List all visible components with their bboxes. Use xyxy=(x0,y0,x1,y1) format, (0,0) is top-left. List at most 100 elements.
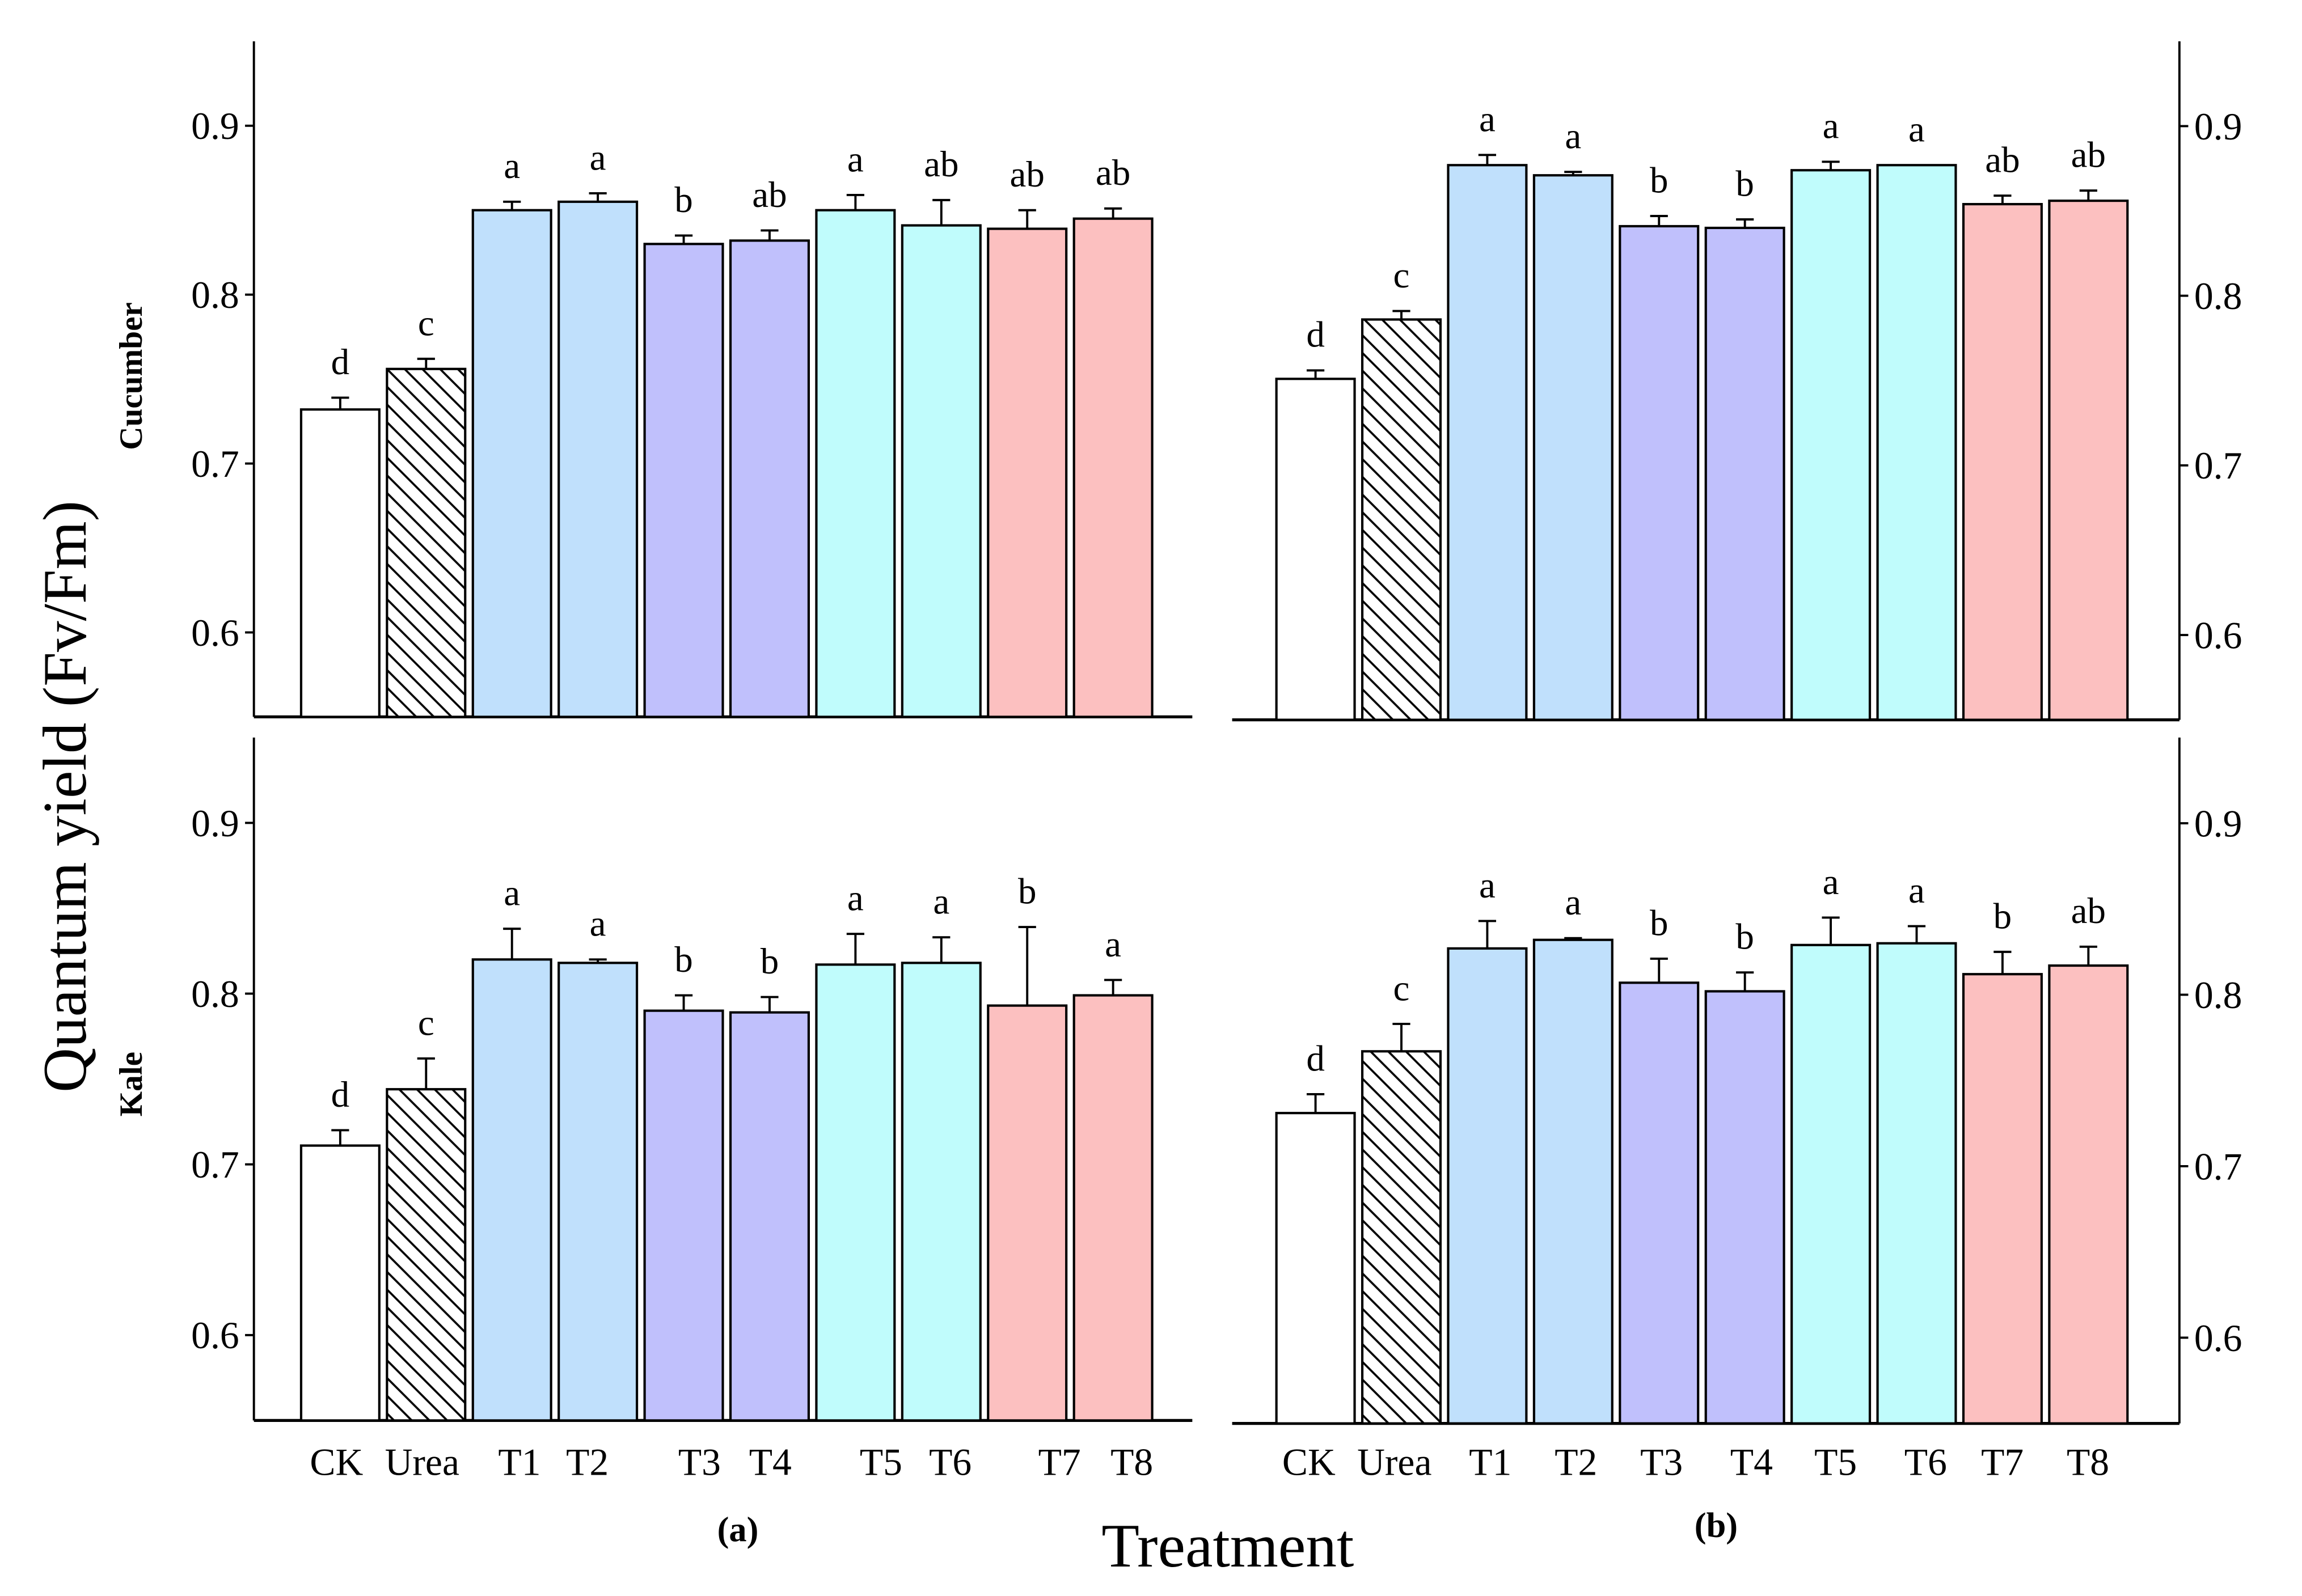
significance-letter: ab xyxy=(1010,154,1045,195)
bar-urea xyxy=(1361,1050,1442,1425)
x-tick-label: Urea xyxy=(385,1441,459,1484)
significance-letter: c xyxy=(418,303,434,344)
bar-t3 xyxy=(643,243,724,718)
bar-t2 xyxy=(1532,174,1613,721)
column-label-a: (a) xyxy=(717,1510,759,1550)
significance-letter: d xyxy=(1306,1038,1325,1079)
bar-t1 xyxy=(1447,947,1528,1425)
significance-letter: b xyxy=(1650,160,1669,201)
y-tick-label: 0.7 xyxy=(2194,444,2242,487)
x-tick-label: T7 xyxy=(1981,1441,2024,1484)
bar-t5 xyxy=(1790,943,1872,1425)
bar-t4 xyxy=(729,239,810,718)
y-tick-label: 0.7 xyxy=(191,1144,239,1186)
bar-t7 xyxy=(1962,973,2043,1425)
significance-letter: ab xyxy=(1985,139,2020,180)
x-tick-label: T6 xyxy=(1904,1441,1947,1484)
bar-ck xyxy=(1275,1112,1356,1425)
bar-ck xyxy=(299,1144,381,1422)
significance-letter: ab xyxy=(924,144,958,185)
x-axis-label: Treatment xyxy=(1101,1512,1354,1580)
x-tick-label: T4 xyxy=(749,1441,792,1484)
x-tick-label: T6 xyxy=(929,1441,972,1484)
significance-letter: ab xyxy=(752,175,787,215)
x-tick-label: T5 xyxy=(1814,1441,1857,1484)
x-tick-label: T3 xyxy=(1640,1441,1683,1484)
significance-letter: b xyxy=(674,939,693,980)
significance-letter: a xyxy=(1565,882,1581,923)
bar-t2 xyxy=(1532,938,1613,1425)
x-tick-label: CK xyxy=(310,1441,363,1484)
significance-letter: a xyxy=(1479,99,1496,140)
x-tick-label: T1 xyxy=(1469,1441,1511,1484)
bar-t7 xyxy=(1962,202,2043,721)
significance-letter: a xyxy=(847,878,864,919)
bar-t3 xyxy=(1619,225,1700,721)
significance-letter: ab xyxy=(2071,135,2106,176)
significance-letter: a xyxy=(1908,109,1925,150)
bar-t3 xyxy=(643,1009,724,1422)
y-tick-label: 0.9 xyxy=(191,105,239,147)
bar-t8 xyxy=(2048,200,2129,721)
y-tick-label: 0.6 xyxy=(2194,1317,2242,1360)
bar-t7 xyxy=(987,1004,1068,1422)
x-tick-label: T1 xyxy=(498,1441,540,1484)
significance-letter: a xyxy=(590,904,606,945)
bar-t5 xyxy=(1790,169,1872,721)
significance-letter: a xyxy=(1823,862,1839,903)
y-tick-label: 0.8 xyxy=(191,274,239,316)
significance-letter: c xyxy=(1393,968,1410,1009)
y-tick-label: 0.6 xyxy=(191,612,239,654)
significance-letter: b xyxy=(761,941,779,982)
x-tick-label: Urea xyxy=(1357,1441,1431,1484)
significance-letter: b xyxy=(1993,896,2012,937)
x-tick-label: T2 xyxy=(566,1441,609,1484)
significance-letter: a xyxy=(590,137,606,178)
significance-letter: a xyxy=(504,873,520,913)
significance-letter: d xyxy=(1306,315,1325,355)
bar-t8 xyxy=(1072,994,1154,1422)
significance-letter: b xyxy=(674,180,693,221)
bar-t4 xyxy=(729,1011,810,1422)
significance-letter: a xyxy=(1908,870,1925,911)
y-tick-label: 0.9 xyxy=(2194,802,2242,845)
column-label-b: (b) xyxy=(1695,1505,1738,1545)
x-tick-label: T3 xyxy=(678,1441,721,1484)
bar-t2 xyxy=(557,962,639,1422)
y-tick-label: 0.8 xyxy=(2194,974,2242,1017)
x-tick-label: T4 xyxy=(1730,1441,1773,1484)
bar-t8 xyxy=(1072,217,1154,718)
bar-urea xyxy=(1361,318,1442,721)
bar-t1 xyxy=(1447,164,1528,721)
significance-letter: a xyxy=(1823,106,1839,147)
y-tick-label: 0.8 xyxy=(2194,275,2242,317)
bar-t6 xyxy=(901,224,982,718)
significance-letter: d xyxy=(331,1074,350,1115)
bar-t3 xyxy=(1619,981,1700,1425)
row-label-kale: Kale xyxy=(113,1052,149,1116)
bar-t8 xyxy=(2048,964,2129,1425)
bar-urea xyxy=(386,1088,467,1422)
y-tick-label: 0.9 xyxy=(191,802,239,845)
significance-letter: d xyxy=(331,342,350,383)
y-axis-label: Quantum yield (Fv/Fm) xyxy=(31,501,99,1093)
significance-letter: a xyxy=(1479,865,1496,906)
bar-t6 xyxy=(901,962,982,1422)
significance-letter: b xyxy=(1735,917,1754,958)
bar-t1 xyxy=(471,209,552,718)
bar-t6 xyxy=(1876,942,1957,1425)
significance-letter: a xyxy=(1105,924,1121,965)
x-tick-label: T8 xyxy=(1110,1441,1153,1484)
x-tick-label: T7 xyxy=(1038,1441,1081,1484)
significance-letter: c xyxy=(418,1002,434,1043)
significance-letter: a xyxy=(933,882,949,922)
y-tick-label: 0.8 xyxy=(191,973,239,1015)
significance-letter: ab xyxy=(1096,153,1130,193)
y-tick-label: 0.7 xyxy=(191,443,239,485)
significance-letter: b xyxy=(1735,163,1754,204)
bar-t4 xyxy=(1704,990,1785,1425)
bar-t2 xyxy=(557,200,639,718)
significance-letter: a xyxy=(504,146,520,187)
y-tick-label: 0.7 xyxy=(2194,1145,2242,1188)
